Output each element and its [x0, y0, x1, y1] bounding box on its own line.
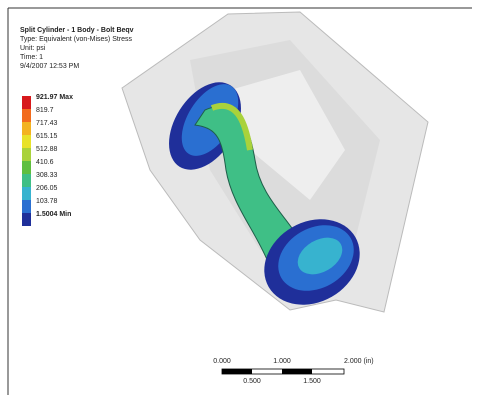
header-line: 9/4/2007 12:53 PM: [20, 63, 79, 70]
legend-label: 410.6: [36, 159, 54, 166]
legend-swatch: [22, 161, 31, 174]
scale-label: 1.000: [273, 358, 291, 365]
scale-label: 0.500: [243, 378, 261, 385]
legend-swatch: [22, 174, 31, 187]
scale-bar: [222, 369, 344, 374]
header-line: Unit: psi: [20, 45, 46, 52]
legend-swatch: [22, 122, 31, 135]
legend: 921.97 Max 819.7 717.43 615.15 512.88 410.6 30…: [22, 94, 73, 226]
header-line: Time: 1: [20, 54, 43, 61]
legend-label: 615.15: [36, 133, 58, 140]
legend-label: 103.78: [36, 198, 58, 205]
legend-label: 512.88: [36, 146, 58, 153]
result-view: Split Cylinder - 1 Body - Bolt Beqv Type:…: [0, 0, 479, 401]
scale-label: 0.000: [213, 358, 231, 365]
header: Split Cylinder - 1 Body - Bolt Beqv Type:…: [20, 27, 134, 70]
legend-label: 308.33: [36, 172, 58, 179]
legend-swatch: [22, 200, 31, 213]
legend-swatch: [22, 109, 31, 122]
legend-swatch: [22, 148, 31, 161]
header-line: Split Cylinder - 1 Body - Bolt Beqv: [20, 27, 134, 34]
legend-label: 819.7: [36, 107, 54, 114]
header-line: Type: Equivalent (von-Mises) Stress: [20, 36, 133, 43]
legend-label: 921.97 Max: [36, 94, 73, 101]
scale-bar-segment: [282, 369, 312, 374]
legend-swatch: [22, 213, 31, 226]
legend-label: 206.05: [36, 185, 58, 192]
scale-bar-segment: [222, 369, 252, 374]
legend-label: 1.5004 Min: [36, 211, 71, 218]
scale-label: 1.500: [303, 378, 321, 385]
model: [122, 12, 428, 322]
legend-label: 717.43: [36, 120, 58, 127]
legend-swatch: [22, 135, 31, 148]
legend-swatch: [22, 96, 31, 109]
scale-label: 2.000 (in): [344, 358, 374, 365]
legend-swatch: [22, 187, 31, 200]
